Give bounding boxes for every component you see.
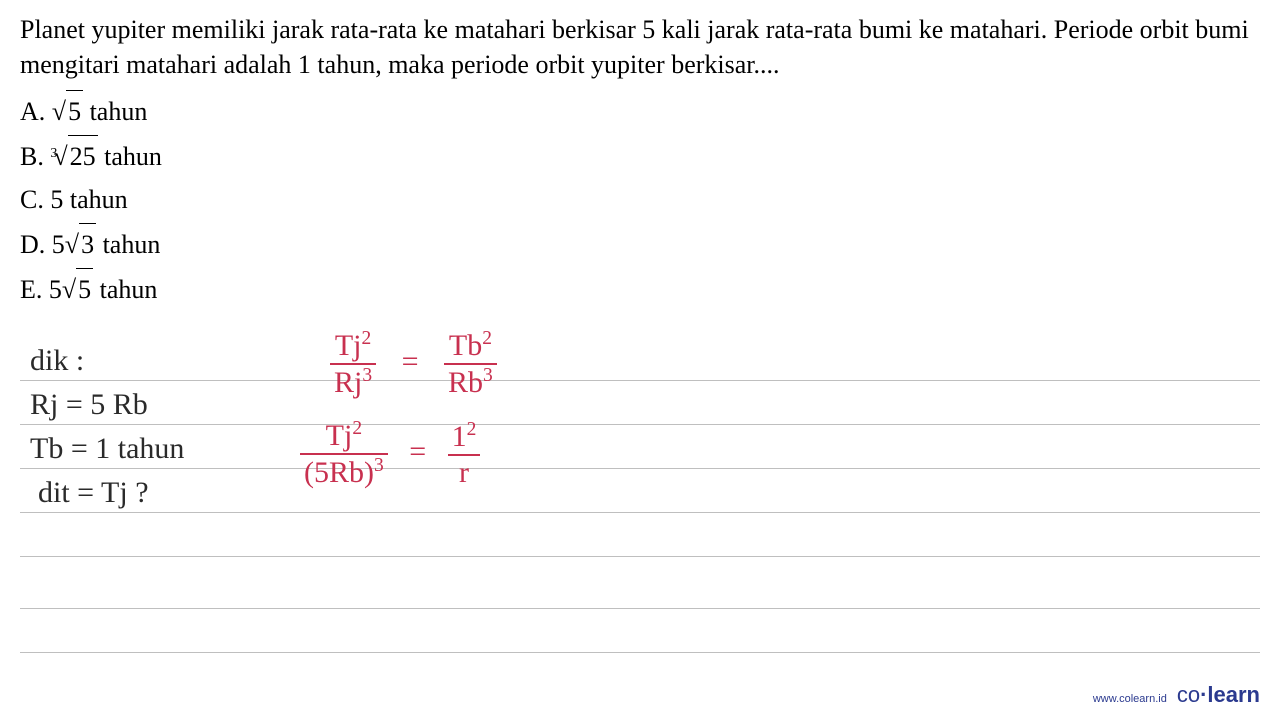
eq2-lhs-num-exp: 2 <box>352 418 362 439</box>
eq2-rhs: 12 r <box>448 419 481 490</box>
option-e: E. 5√5 tahun <box>20 268 1260 311</box>
option-e-suffix: tahun <box>100 275 158 304</box>
option-a-suffix: tahun <box>90 97 148 126</box>
ruled-line <box>20 468 1260 469</box>
eq1-rhs-num-exp: 2 <box>482 328 492 349</box>
sqrt-a: √5 <box>52 90 83 133</box>
option-d-prefix: D. <box>20 230 45 259</box>
option-d-radicand: 3 <box>79 223 96 266</box>
footer: www.colearn.id co·learn <box>1093 682 1260 708</box>
eq2-equals: = <box>409 435 426 468</box>
sqrt-d: √3 <box>65 223 96 266</box>
option-a-prefix: A. <box>20 97 45 126</box>
eq1-lhs-den-exp: 3 <box>362 365 372 386</box>
option-d-coeff: 5 <box>52 230 65 259</box>
option-a-radicand: 5 <box>66 90 83 133</box>
eq2-rhs-den: r <box>459 456 469 489</box>
option-e-radicand: 5 <box>76 268 93 311</box>
radical-icon: √ <box>52 97 66 126</box>
option-c-prefix: C. <box>20 185 44 214</box>
handwriting-area: dik : Rj = 5 Rb Tb = 1 tahun dit = Tj ? … <box>20 330 1260 670</box>
ruled-line <box>20 424 1260 425</box>
logo-learn: learn <box>1207 682 1260 707</box>
eq2-rhs-num: 1 <box>452 420 467 453</box>
eq2-lhs-den: (5Rb) <box>304 456 374 489</box>
option-b: B. 3√25 tahun <box>20 135 1260 178</box>
option-b-suffix: tahun <box>104 142 162 171</box>
cbrt-b: 3√25 <box>50 135 97 178</box>
eq1-equals: = <box>402 345 419 378</box>
option-d-suffix: tahun <box>103 230 161 259</box>
logo-co: co <box>1177 682 1200 707</box>
eq2-rhs-num-exp: 2 <box>467 419 477 440</box>
eq1-lhs-num-exp: 2 <box>362 328 372 349</box>
eq1-rhs-den: Rb <box>448 366 483 399</box>
option-c-suffix: tahun <box>70 185 128 214</box>
ruled-line <box>20 556 1260 557</box>
eq2-lhs-den-exp: 3 <box>374 455 384 476</box>
hw-rj: Rj = 5 Rb <box>30 388 148 422</box>
eq1-rhs-num: Tb <box>449 329 482 362</box>
option-b-index: 3 <box>50 146 57 161</box>
hw-eq1: Tj2 Rj3 = Tb2 Rb3 <box>330 328 497 400</box>
eq1-lhs-den: Rj <box>334 366 362 399</box>
radical-icon: √ <box>65 230 79 259</box>
eq1-lhs: Tj2 Rj3 <box>330 328 376 400</box>
option-e-prefix: E. <box>20 275 42 304</box>
eq1-lhs-num: Tj <box>335 329 362 362</box>
question-text: Planet yupiter memiliki jarak rata-rata … <box>20 12 1260 82</box>
hw-eq2: Tj2 (5Rb)3 = 12 r <box>300 418 480 490</box>
eq1-rhs-den-exp: 3 <box>483 365 493 386</box>
option-b-radicand: 25 <box>68 135 98 178</box>
option-d: D. 5√3 tahun <box>20 223 1260 266</box>
sqrt-e: √5 <box>62 268 93 311</box>
options-list: A. √5 tahun B. 3√25 tahun C. 5 tahun D. … <box>20 90 1260 310</box>
hw-tb: Tb = 1 tahun <box>30 432 184 466</box>
radical-icon: √ <box>62 275 76 304</box>
eq2-lhs-num: Tj <box>326 419 353 452</box>
hw-dik: dik : <box>30 344 84 378</box>
option-c-value: 5 <box>50 185 63 214</box>
ruled-line <box>20 380 1260 381</box>
option-c: C. 5 tahun <box>20 179 1260 221</box>
ruled-line <box>20 652 1260 653</box>
ruled-line <box>20 608 1260 609</box>
option-e-coeff: 5 <box>49 275 62 304</box>
eq1-rhs: Tb2 Rb3 <box>444 328 497 400</box>
hw-dit: dit = Tj ? <box>38 476 149 510</box>
option-b-prefix: B. <box>20 142 44 171</box>
ruled-line <box>20 512 1260 513</box>
footer-logo: co·learn <box>1177 682 1260 708</box>
eq2-lhs: Tj2 (5Rb)3 <box>300 418 388 490</box>
option-a: A. √5 tahun <box>20 90 1260 133</box>
footer-url: www.colearn.id <box>1093 693 1167 705</box>
